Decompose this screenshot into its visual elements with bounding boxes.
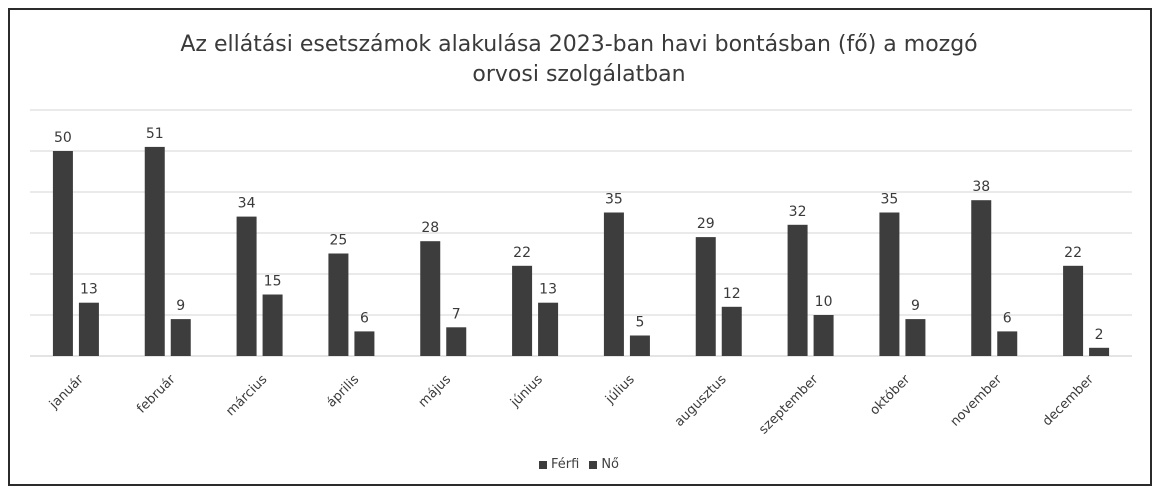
bars xyxy=(52,146,1110,356)
bar-no-4 xyxy=(446,327,467,356)
data-label-ferfi-7: 29 xyxy=(697,216,715,232)
data-label-ferfi-6: 35 xyxy=(605,192,623,208)
x-tick-label-0: január xyxy=(46,372,87,413)
bar-ferfi-0 xyxy=(52,151,73,356)
x-tick-label-11: december xyxy=(1040,372,1097,429)
bar-no-9 xyxy=(905,319,926,356)
data-label-no-1: 9 xyxy=(176,298,185,314)
bar-ferfi-3 xyxy=(328,253,349,356)
data-label-no-9: 9 xyxy=(911,298,920,314)
data-label-no-8: 10 xyxy=(815,294,833,310)
data-label-no-6: 5 xyxy=(635,315,644,331)
data-label-ferfi-3: 25 xyxy=(330,233,348,249)
legend-item-ferfi: Férfi xyxy=(539,457,579,472)
bar-no-11 xyxy=(1089,347,1110,356)
data-label-ferfi-1: 51 xyxy=(146,126,164,142)
data-label-ferfi-2: 34 xyxy=(238,196,256,212)
x-tick-label-7: augusztus xyxy=(672,372,730,430)
legend-item-no: Nő xyxy=(589,457,619,472)
data-label-ferfi-8: 32 xyxy=(789,204,807,220)
data-label-ferfi-5: 22 xyxy=(513,245,531,261)
chart-title-line-1: Az ellátási esetszámok alakulása 2023-ba… xyxy=(180,32,978,57)
bar-no-6 xyxy=(629,335,650,356)
chart-frame xyxy=(8,8,1152,486)
bar-no-5 xyxy=(538,302,559,356)
x-tick-label-6: július xyxy=(602,372,638,408)
legend: Férfi Nő xyxy=(0,457,1158,472)
data-label-no-3: 6 xyxy=(360,310,369,326)
bar-ferfi-2 xyxy=(236,216,257,356)
x-tick-label-10: november xyxy=(948,372,1006,430)
data-label-ferfi-11: 22 xyxy=(1064,245,1082,261)
x-tick-label-4: május xyxy=(416,372,455,411)
legend-label-no: Nő xyxy=(601,457,619,472)
x-tick-labels: január február március április május június jú… xyxy=(46,372,1097,438)
bar-ferfi-4 xyxy=(420,241,441,356)
data-label-no-10: 6 xyxy=(1003,310,1012,326)
legend-swatch-no xyxy=(589,460,598,469)
data-label-no-11: 2 xyxy=(1095,327,1104,343)
data-label-no-4: 7 xyxy=(452,306,461,322)
bar-no-10 xyxy=(997,331,1018,356)
bar-ferfi-1 xyxy=(144,146,165,356)
data-label-no-2: 15 xyxy=(264,274,282,290)
x-tick-label-5: június xyxy=(507,372,546,411)
x-tick-label-2: március xyxy=(223,372,270,419)
bar-ferfi-5 xyxy=(512,265,533,356)
chart-title-line-2: orvosi szolgálatban xyxy=(472,62,686,87)
legend-label-ferfi: Férfi xyxy=(551,457,580,472)
bar-no-1 xyxy=(170,319,191,356)
bar-no-0 xyxy=(78,302,99,356)
x-tick-label-1: február xyxy=(134,372,179,417)
data-label-ferfi-9: 35 xyxy=(881,192,899,208)
chart-title: Az ellátási esetszámok alakulása 2023-ba… xyxy=(0,30,1158,90)
data-label-no-0: 13 xyxy=(80,282,98,298)
bar-no-7 xyxy=(721,306,742,356)
bar-no-2 xyxy=(262,294,283,356)
bar-ferfi-8 xyxy=(787,224,808,356)
bar-ferfi-11 xyxy=(1063,265,1084,356)
data-label-ferfi-10: 38 xyxy=(972,179,990,195)
x-tick-label-8: szeptember xyxy=(756,372,822,438)
data-labels: 5013519341525628722133552912321035938622… xyxy=(54,126,1104,343)
x-tick-label-9: október xyxy=(867,372,914,419)
data-label-no-7: 12 xyxy=(723,286,741,302)
data-label-no-5: 13 xyxy=(539,282,557,298)
legend-swatch-ferfi xyxy=(539,460,547,469)
bar-no-3 xyxy=(354,331,375,356)
bar-ferfi-7 xyxy=(695,237,716,356)
bar-ferfi-9 xyxy=(879,212,900,356)
bar-no-8 xyxy=(813,315,834,356)
x-tick-label-3: április xyxy=(324,372,362,410)
data-label-ferfi-0: 50 xyxy=(54,130,72,146)
data-label-ferfi-4: 28 xyxy=(421,220,439,236)
gridlines xyxy=(30,109,1132,357)
bar-ferfi-10 xyxy=(971,200,992,356)
bar-ferfi-6 xyxy=(603,212,624,356)
